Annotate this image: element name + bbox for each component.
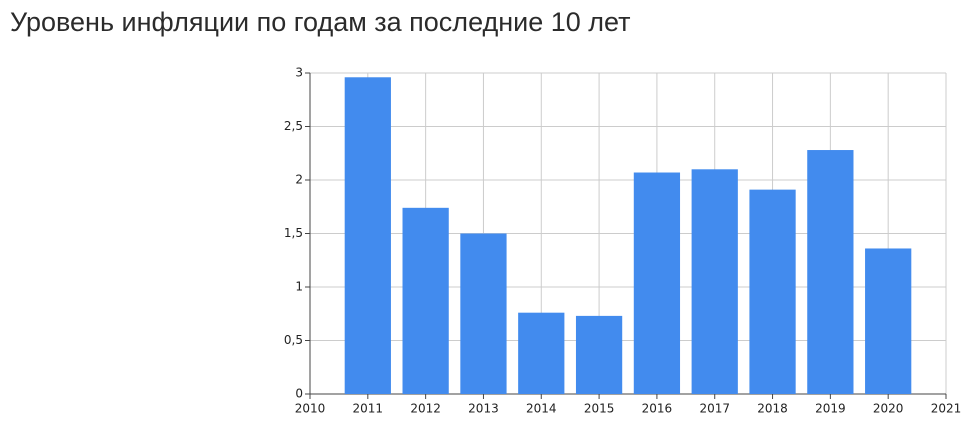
x-tick-label: 2011	[353, 402, 384, 416]
bar	[749, 189, 796, 394]
bar	[807, 150, 854, 394]
y-tick-label: 3	[295, 66, 303, 80]
bar	[518, 312, 565, 394]
bar	[865, 248, 912, 394]
bar	[633, 172, 681, 394]
bar	[402, 207, 449, 394]
y-tick-label: 1,5	[284, 226, 303, 240]
x-tick-label: 2013	[468, 402, 499, 416]
bar	[460, 233, 507, 394]
y-tick-label: 1	[295, 280, 303, 294]
x-tick-label: 2021	[931, 402, 962, 416]
y-tick-label: 2,5	[284, 119, 303, 133]
chart-title: Уровень инфляции по годам за последние 1…	[10, 7, 631, 37]
x-tick-label: 2015	[584, 402, 615, 416]
y-tick-label: 0	[295, 387, 303, 401]
x-tick-label: 2019	[815, 402, 846, 416]
bar	[691, 169, 738, 394]
x-tick-label: 2018	[757, 402, 788, 416]
y-tick-label: 0,5	[284, 333, 303, 347]
x-tick-label: 2012	[410, 402, 441, 416]
x-tick-label: 2010	[295, 402, 326, 416]
x-tick-label: 2020	[873, 402, 904, 416]
y-tick-label: 2	[295, 173, 303, 187]
x-tick-label: 2014	[526, 402, 557, 416]
bar	[575, 315, 623, 394]
x-tick-label: 2016	[642, 402, 673, 416]
bar	[344, 77, 391, 394]
x-tick-label: 2017	[699, 402, 730, 416]
